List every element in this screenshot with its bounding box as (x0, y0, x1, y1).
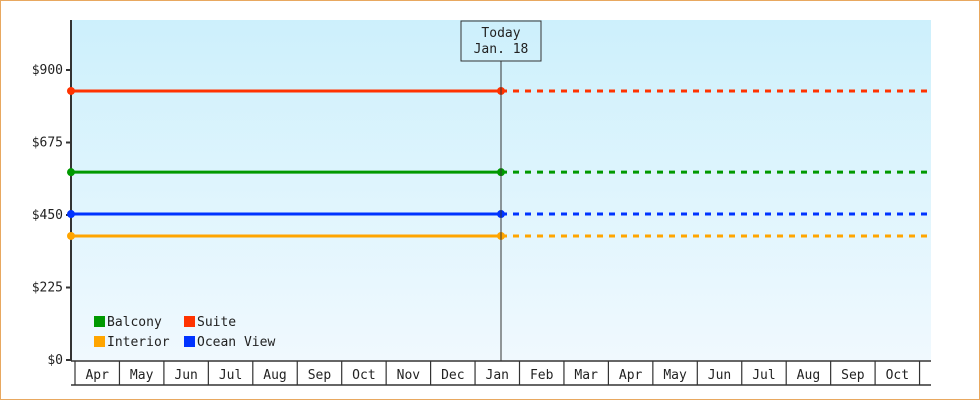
x-tick-label: Jan (486, 368, 509, 383)
x-tick-label: May (130, 368, 154, 383)
x-tick-label: Apr (619, 368, 643, 383)
x-tick-label: Jun (708, 368, 731, 383)
today-label: Today (481, 26, 520, 41)
x-tick-label: Sep (308, 368, 332, 383)
x-tick-label: Mar (574, 368, 598, 383)
legend-label: Balcony (107, 315, 162, 330)
y-tick-label: $450 (32, 208, 63, 223)
y-tick-label: $900 (32, 63, 63, 78)
legend-swatch (184, 336, 195, 347)
legend-swatch (94, 336, 105, 347)
legend: Balcony Suite Interior Ocean View (94, 315, 275, 350)
today-label: Jan. 18 (474, 42, 529, 57)
series-point (67, 210, 75, 219)
x-tick-label: Oct (352, 368, 375, 383)
x-tick-label: Jun (174, 368, 197, 383)
legend-label: Suite (197, 315, 236, 330)
x-tick-label: Jul (219, 368, 242, 383)
series-point (67, 168, 75, 177)
x-tick-label: Oct (886, 368, 909, 383)
series-point (67, 86, 75, 95)
x-tick-label: Nov (397, 368, 421, 383)
x-tick-label: Feb (530, 368, 554, 383)
y-axis: $0 $225 $450 $675 $900 (32, 20, 72, 368)
legend-label: Ocean View (197, 335, 275, 350)
legend-swatch (184, 316, 195, 327)
legend-label: Interior (107, 335, 170, 350)
x-tick-label: Sep (841, 368, 865, 383)
x-tick-label: Aug (263, 368, 286, 383)
x-tick-label: Aug (797, 368, 820, 383)
x-tick-label: May (663, 368, 687, 383)
x-tick-label: Apr (85, 368, 109, 383)
y-tick-label: $0 (47, 353, 63, 368)
today-box (460, 20, 542, 62)
x-axis: Apr May Jun Jul Aug Sep Oct Nov Dec Jan Feb Mar Apr M… (71, 360, 931, 386)
y-tick-label: $675 (32, 136, 63, 151)
x-tick-label: Dec (441, 368, 464, 383)
y-tick-label: $225 (32, 281, 63, 296)
series-point (67, 231, 75, 240)
x-tick-label: Jul (752, 368, 775, 383)
legend-swatch (94, 316, 105, 327)
